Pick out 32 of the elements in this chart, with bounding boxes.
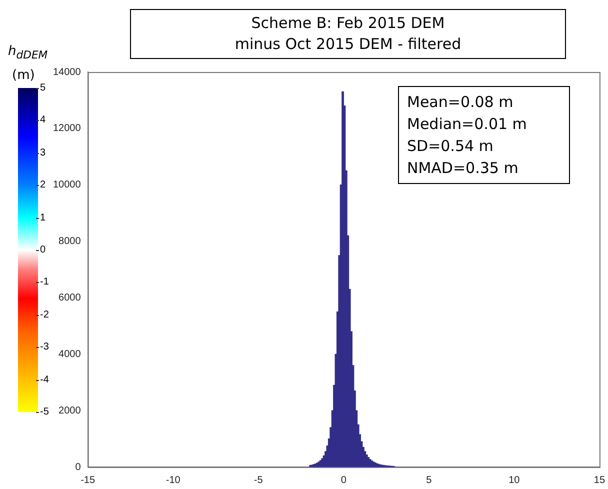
x-tick-label: 10 bbox=[508, 474, 520, 486]
y-tick-label: 8000 bbox=[58, 236, 82, 248]
y-tick-label: 0 bbox=[75, 462, 82, 473]
y-tick-label: 6000 bbox=[58, 292, 82, 304]
color-bar-title: h$_{dDEM}$ (m) bbox=[8, 43, 48, 83]
annotation: Mean=0.08 m bbox=[407, 92, 514, 113]
color-bar-label: 4 bbox=[40, 114, 46, 126]
annotation: Median=0.01 m bbox=[407, 114, 528, 135]
y-tick-label: 12000 bbox=[52, 123, 82, 134]
y-tick-label: 14000 bbox=[52, 66, 82, 78]
color-bar-label: 3 bbox=[40, 147, 46, 158]
y-tick-label: 10000 bbox=[52, 180, 82, 191]
color-bar-label: 2 bbox=[40, 180, 46, 191]
annotation: NMAD=0.35 m bbox=[407, 158, 520, 179]
color-bar-label: -1 bbox=[40, 276, 49, 288]
color-bar-label: -5 bbox=[40, 406, 49, 418]
x-tick-label: -10 bbox=[166, 474, 181, 486]
x-tick-label: 15 bbox=[594, 474, 606, 486]
x-tick-label: 0 bbox=[340, 474, 347, 486]
color-bar-label: 5 bbox=[40, 82, 46, 94]
annotation: SD=0.54 m bbox=[407, 136, 494, 157]
color-bar-label: 0 bbox=[40, 244, 46, 256]
x-tick-label: -15 bbox=[80, 474, 96, 486]
color-bar-label: -2 bbox=[40, 309, 49, 320]
x-tick-label: 5 bbox=[426, 474, 432, 486]
color-bar-label: -4 bbox=[40, 374, 49, 386]
y-tick-label: 2000 bbox=[58, 405, 82, 416]
chart-title: Scheme B: Feb 2015 DEM minus Oct 2015 DEM - filtered bbox=[130, 9, 566, 59]
color-bar-label: 1 bbox=[40, 212, 46, 224]
x-tick-label: -5 bbox=[254, 474, 264, 486]
y-tick-label: 4000 bbox=[58, 348, 82, 360]
color-bar-label: -3 bbox=[40, 342, 49, 353]
